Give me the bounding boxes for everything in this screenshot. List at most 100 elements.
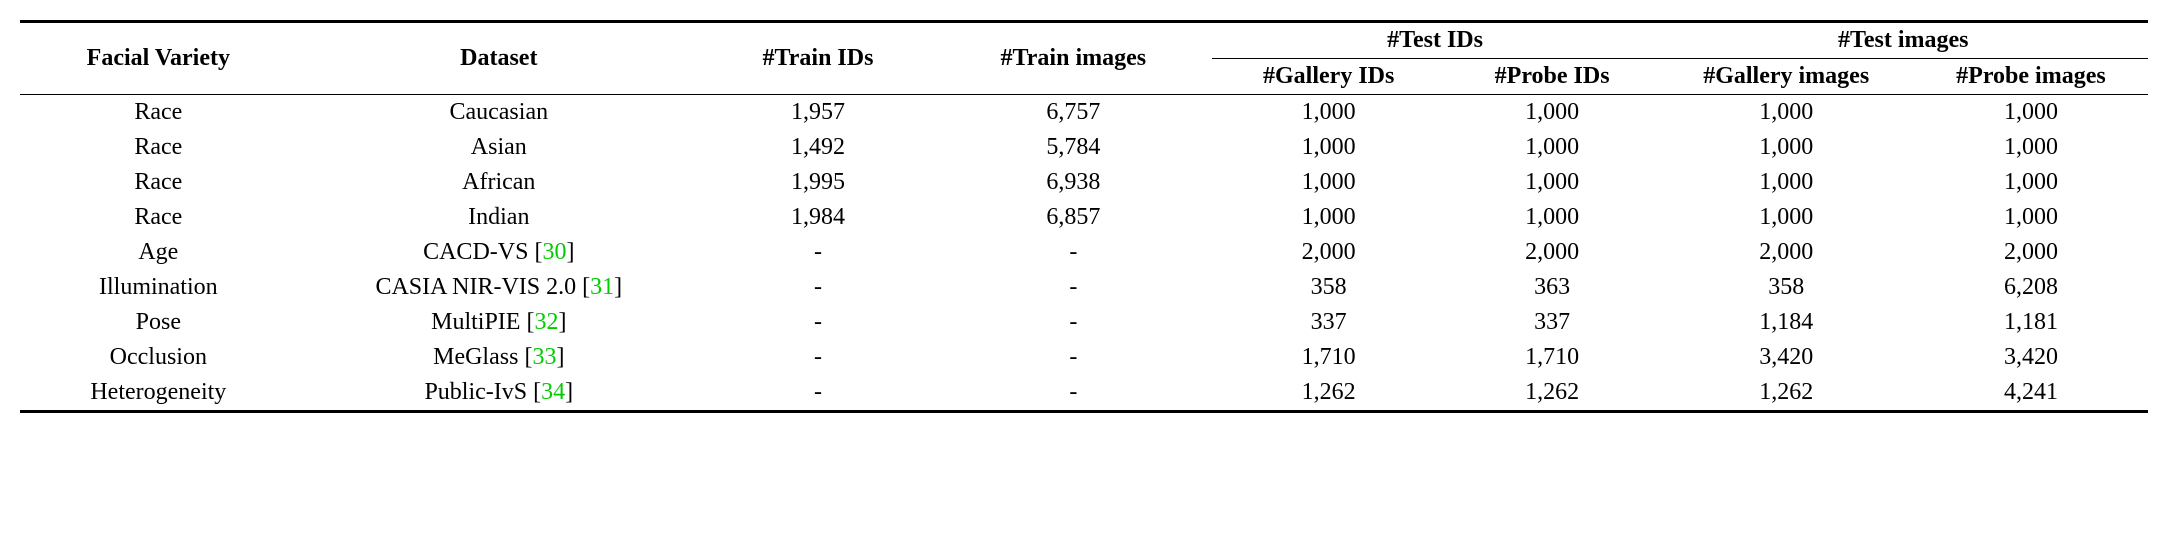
col-gallery-images: #Gallery images	[1659, 59, 1914, 95]
cell-probe-images: 1,000	[1914, 200, 2148, 235]
cell-train-ids: 1,957	[701, 95, 935, 131]
cell-probe-ids: 1,000	[1446, 165, 1659, 200]
cell-probe-ids: 337	[1446, 305, 1659, 340]
cell-probe-images: 1,181	[1914, 305, 2148, 340]
cell-gallery-images: 1,000	[1659, 165, 1914, 200]
cell-train-images: 6,938	[935, 165, 1212, 200]
cell-probe-images: 1,000	[1914, 165, 2148, 200]
cell-probe-ids: 1,000	[1446, 130, 1659, 165]
cell-variety: Race	[20, 130, 297, 165]
cell-gallery-images: 358	[1659, 270, 1914, 305]
cell-train-images: 6,857	[935, 200, 1212, 235]
table-row: RaceAfrican1,9956,9381,0001,0001,0001,00…	[20, 165, 2148, 200]
cell-variety: Race	[20, 200, 297, 235]
cell-dataset: MeGlass [33]	[297, 340, 701, 375]
citation-link[interactable]: 31	[590, 274, 614, 300]
cell-dataset: African	[297, 165, 701, 200]
cell-gallery-ids: 337	[1212, 305, 1446, 340]
cell-gallery-ids: 1,262	[1212, 375, 1446, 412]
cell-gallery-images: 1,000	[1659, 95, 1914, 131]
cell-gallery-ids: 358	[1212, 270, 1446, 305]
cell-train-ids: -	[701, 270, 935, 305]
cell-train-ids: -	[701, 235, 935, 270]
dataset-name: Caucasian	[449, 99, 548, 125]
cell-probe-images: 1,000	[1914, 95, 2148, 131]
table-row: HeterogeneityPublic-IvS [34]--1,2621,262…	[20, 375, 2148, 412]
table-row: AgeCACD-VS [30]--2,0002,0002,0002,000	[20, 235, 2148, 270]
citation-link[interactable]: 34	[541, 379, 565, 405]
table-body: RaceCaucasian1,9576,7571,0001,0001,0001,…	[20, 95, 2148, 412]
cell-train-ids: -	[701, 375, 935, 412]
dataset-name: African	[462, 169, 535, 195]
cell-gallery-ids: 1,000	[1212, 95, 1446, 131]
cell-train-ids: 1,492	[701, 130, 935, 165]
col-test-images: #Test images	[1659, 22, 2148, 59]
cell-variety: Age	[20, 235, 297, 270]
citation-link[interactable]: 30	[542, 239, 566, 265]
col-train-images: #Train images	[935, 22, 1212, 95]
col-probe-ids: #Probe IDs	[1446, 59, 1659, 95]
cell-train-images: 5,784	[935, 130, 1212, 165]
cell-probe-images: 6,208	[1914, 270, 2148, 305]
cell-probe-ids: 363	[1446, 270, 1659, 305]
cell-variety: Occlusion	[20, 340, 297, 375]
dataset-name: MeGlass	[433, 344, 518, 370]
cell-probe-images: 1,000	[1914, 130, 2148, 165]
cell-variety: Race	[20, 165, 297, 200]
cell-dataset: CASIA NIR-VIS 2.0 [31]	[297, 270, 701, 305]
cell-gallery-images: 1,262	[1659, 375, 1914, 412]
dataset-name: CACD-VS	[423, 239, 528, 265]
cell-gallery-images: 3,420	[1659, 340, 1914, 375]
cell-train-ids: -	[701, 340, 935, 375]
cell-dataset: Indian	[297, 200, 701, 235]
cell-probe-images: 3,420	[1914, 340, 2148, 375]
cell-variety: Heterogeneity	[20, 375, 297, 412]
cell-dataset: MultiPIE [32]	[297, 305, 701, 340]
col-probe-images: #Probe images	[1914, 59, 2148, 95]
cell-probe-images: 2,000	[1914, 235, 2148, 270]
cell-dataset: Caucasian	[297, 95, 701, 131]
cell-variety: Race	[20, 95, 297, 131]
cell-probe-ids: 2,000	[1446, 235, 1659, 270]
dataset-name: Public-IvS	[424, 379, 527, 405]
cell-train-images: -	[935, 375, 1212, 412]
cell-train-images: -	[935, 235, 1212, 270]
cell-train-images: 6,757	[935, 95, 1212, 131]
cell-gallery-images: 1,000	[1659, 200, 1914, 235]
col-train-ids: #Train IDs	[701, 22, 935, 95]
cell-dataset: Public-IvS [34]	[297, 375, 701, 412]
header-row-1: Facial Variety Dataset #Train IDs #Train…	[20, 22, 2148, 59]
cell-gallery-ids: 1,000	[1212, 130, 1446, 165]
table-row: PoseMultiPIE [32]--3373371,1841,181	[20, 305, 2148, 340]
cell-probe-ids: 1,710	[1446, 340, 1659, 375]
dataset-table: Facial Variety Dataset #Train IDs #Train…	[20, 20, 2148, 413]
citation-link[interactable]: 32	[534, 309, 558, 335]
cell-probe-ids: 1,000	[1446, 95, 1659, 131]
cell-probe-images: 4,241	[1914, 375, 2148, 412]
cell-gallery-ids: 2,000	[1212, 235, 1446, 270]
table-row: OcclusionMeGlass [33]--1,7101,7103,4203,…	[20, 340, 2148, 375]
cell-variety: Illumination	[20, 270, 297, 305]
cell-train-ids: 1,995	[701, 165, 935, 200]
cell-gallery-images: 1,000	[1659, 130, 1914, 165]
cell-train-ids: -	[701, 305, 935, 340]
cell-train-images: -	[935, 340, 1212, 375]
dataset-name: MultiPIE	[431, 309, 520, 335]
col-gallery-ids: #Gallery IDs	[1212, 59, 1446, 95]
cell-train-ids: 1,984	[701, 200, 935, 235]
table-row: RaceAsian1,4925,7841,0001,0001,0001,000	[20, 130, 2148, 165]
col-test-ids: #Test IDs	[1212, 22, 1659, 59]
table-row: RaceIndian1,9846,8571,0001,0001,0001,000	[20, 200, 2148, 235]
cell-gallery-ids: 1,000	[1212, 165, 1446, 200]
dataset-name: CASIA NIR-VIS 2.0	[375, 274, 576, 300]
col-facial-variety: Facial Variety	[20, 22, 297, 95]
cell-probe-ids: 1,000	[1446, 200, 1659, 235]
cell-gallery-images: 1,184	[1659, 305, 1914, 340]
cell-dataset: Asian	[297, 130, 701, 165]
dataset-name: Indian	[468, 204, 529, 230]
table-row: RaceCaucasian1,9576,7571,0001,0001,0001,…	[20, 95, 2148, 131]
cell-train-images: -	[935, 270, 1212, 305]
cell-gallery-ids: 1,710	[1212, 340, 1446, 375]
col-dataset: Dataset	[297, 22, 701, 95]
citation-link[interactable]: 33	[532, 344, 556, 370]
